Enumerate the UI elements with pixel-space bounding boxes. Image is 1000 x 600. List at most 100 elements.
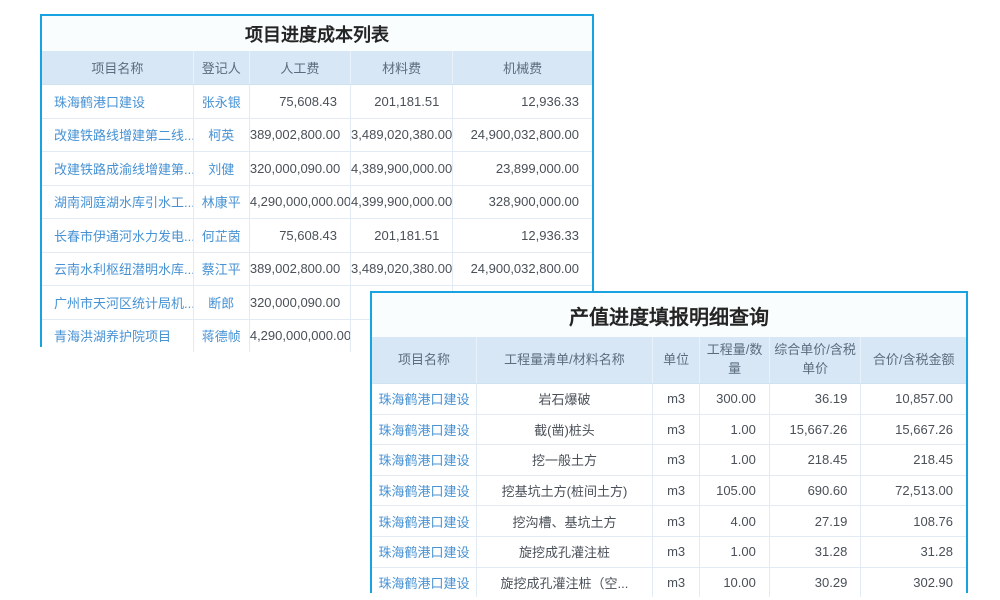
registrant-cell: 蔡江平 xyxy=(192,251,250,286)
output-table-header-row: 项目名称 工程量清单/材料名称 单位 工程量/数量 综合单价/含税单价 合价/含… xyxy=(372,337,966,384)
project-name-link[interactable]: 珠海鹤港口建设 xyxy=(372,444,477,476)
output-detail-panel: 产值进度填报明细查询 项目名称 工程量清单/材料名称 单位 工程量/数量 综合单… xyxy=(370,291,968,598)
unit-price-cell: 218.45 xyxy=(768,444,861,476)
material-fee-cell: 3,489,020,380.00 xyxy=(350,117,453,152)
output-table-row: 珠海鹤港口建设 岩石爆破 m3 300.00 36.19 10,857.00 xyxy=(372,383,966,415)
material-fee-cell: 201,181.51 xyxy=(350,218,453,252)
registrant-cell: 断郎 xyxy=(192,285,250,319)
amount-cell: 218.45 xyxy=(860,444,966,476)
amount-cell: 31.28 xyxy=(860,535,966,568)
amount-cell: 72,513.00 xyxy=(860,474,966,506)
unit-price-cell: 690.60 xyxy=(768,474,861,506)
labor-fee-cell: 389,002,800.00 xyxy=(248,251,351,286)
labor-fee-cell: 320,000,090.00 xyxy=(248,285,351,319)
output-table-row: 珠海鹤港口建设 挖沟槽、基坑土方 m3 4.00 27.19 108.76 xyxy=(372,505,966,537)
col-header-unit: 单位 xyxy=(651,337,700,384)
boq-item-cell: 挖一般土方 xyxy=(476,444,653,476)
unit-price-cell: 31.28 xyxy=(768,535,861,568)
quantity-cell: 1.00 xyxy=(699,413,770,445)
col-header-quantity: 工程量/数量 xyxy=(699,337,770,384)
registrant-cell: 何芷茵 xyxy=(192,218,250,252)
unit-cell: m3 xyxy=(651,566,700,598)
col-header-machinery-fee: 机械费 xyxy=(452,51,592,85)
boq-item-cell: 旋挖成孔灌注桩（空... xyxy=(476,566,653,598)
material-fee-cell: 201,181.51 xyxy=(350,84,453,118)
project-name-link[interactable]: 广州市天河区统计局机... xyxy=(42,285,194,319)
output-table-row: 珠海鹤港口建设 旋挖成孔灌注桩 m3 1.00 31.28 31.28 xyxy=(372,535,966,568)
unit-price-cell: 15,667.26 xyxy=(768,413,861,445)
project-name-link[interactable]: 珠海鹤港口建设 xyxy=(42,84,194,118)
quantity-cell: 105.00 xyxy=(699,474,770,506)
col-header-labor-fee: 人工费 xyxy=(248,51,351,85)
project-name-link[interactable]: 珠海鹤港口建设 xyxy=(372,566,477,598)
project-name-link[interactable]: 云南水利枢纽潜明水库... xyxy=(42,251,194,286)
labor-fee-cell: 4,290,000,000.00 xyxy=(248,184,351,219)
labor-fee-cell: 75,608.43 xyxy=(248,84,351,118)
labor-fee-cell: 389,002,800.00 xyxy=(248,117,351,152)
cost-list-title: 项目进度成本列表 xyxy=(42,16,592,51)
col-header-unit-price: 综合单价/含税单价 xyxy=(768,337,861,384)
boq-item-cell: 挖基坑土方(桩间土方) xyxy=(476,474,653,506)
output-table-row: 珠海鹤港口建设 挖基坑土方(桩间土方) m3 105.00 690.60 72,… xyxy=(372,474,966,506)
output-table-row: 珠海鹤港口建设 挖一般土方 m3 1.00 218.45 218.45 xyxy=(372,444,966,476)
col-header-amount: 合价/含税金额 xyxy=(860,337,966,384)
quantity-cell: 300.00 xyxy=(699,383,770,415)
boq-item-cell: 挖沟槽、基坑土方 xyxy=(476,505,653,537)
machinery-fee-cell: 12,936.33 xyxy=(452,218,592,252)
unit-cell: m3 xyxy=(651,444,700,476)
quantity-cell: 1.00 xyxy=(699,535,770,568)
amount-cell: 108.76 xyxy=(860,505,966,537)
col-header-boq-item: 工程量清单/材料名称 xyxy=(476,337,653,384)
project-name-link[interactable]: 青海洪湖养护院项目 xyxy=(42,318,194,352)
boq-item-cell: 截(凿)桩头 xyxy=(476,413,653,445)
project-name-link[interactable]: 改建铁路成渝线增建第... xyxy=(42,151,194,185)
unit-cell: m3 xyxy=(651,505,700,537)
material-fee-cell: 4,389,900,000.00 xyxy=(350,151,453,185)
col-header-project-name: 项目名称 xyxy=(42,51,194,85)
project-name-link[interactable]: 珠海鹤港口建设 xyxy=(372,413,477,445)
labor-fee-cell: 75,608.43 xyxy=(248,218,351,252)
cost-table-row: 云南水利枢纽潜明水库... 蔡江平 389,002,800.00 3,489,0… xyxy=(42,251,592,286)
project-name-link[interactable]: 改建铁路线增建第二线... xyxy=(42,117,194,152)
col-header-project-name: 项目名称 xyxy=(372,337,477,384)
quantity-cell: 1.00 xyxy=(699,444,770,476)
unit-cell: m3 xyxy=(651,383,700,415)
amount-cell: 15,667.26 xyxy=(860,413,966,445)
cost-table-row: 改建铁路线增建第二线... 柯英 389,002,800.00 3,489,02… xyxy=(42,117,592,152)
cost-table-header-row: 项目名称 登记人 人工费 材料费 机械费 xyxy=(42,51,592,85)
quantity-cell: 4.00 xyxy=(699,505,770,537)
output-detail-table: 项目名称 工程量清单/材料名称 单位 工程量/数量 综合单价/含税单价 合价/含… xyxy=(372,337,966,598)
project-name-link[interactable]: 珠海鹤港口建设 xyxy=(372,505,477,537)
labor-fee-cell: 320,000,090.00 xyxy=(248,151,351,185)
cost-table-row: 改建铁路成渝线增建第... 刘健 320,000,090.00 4,389,90… xyxy=(42,151,592,185)
registrant-cell: 刘健 xyxy=(192,151,250,185)
project-name-link[interactable]: 珠海鹤港口建设 xyxy=(372,474,477,506)
output-table-row: 珠海鹤港口建设 截(凿)桩头 m3 1.00 15,667.26 15,667.… xyxy=(372,413,966,445)
unit-price-cell: 36.19 xyxy=(768,383,861,415)
cost-table-row: 珠海鹤港口建设 张永银 75,608.43 201,181.51 12,936.… xyxy=(42,84,592,118)
output-table-row: 珠海鹤港口建设 旋挖成孔灌注桩（空... m3 10.00 30.29 302.… xyxy=(372,566,966,598)
cost-table-row: 长春市伊通河水力发电... 何芷茵 75,608.43 201,181.51 1… xyxy=(42,218,592,252)
unit-cell: m3 xyxy=(651,413,700,445)
machinery-fee-cell: 23,899,000.00 xyxy=(452,151,592,185)
project-name-link[interactable]: 珠海鹤港口建设 xyxy=(372,383,477,415)
amount-cell: 302.90 xyxy=(860,566,966,598)
quantity-cell: 10.00 xyxy=(699,566,770,598)
labor-fee-cell: 4,290,000,000.00 xyxy=(248,318,351,352)
project-name-link[interactable]: 珠海鹤港口建设 xyxy=(372,535,477,568)
cost-table-row: 湖南洞庭湖水库引水工... 林康平 4,290,000,000.00 4,399… xyxy=(42,184,592,219)
unit-cell: m3 xyxy=(651,474,700,506)
unit-price-cell: 27.19 xyxy=(768,505,861,537)
unit-price-cell: 30.29 xyxy=(768,566,861,598)
registrant-cell: 柯英 xyxy=(192,117,250,152)
machinery-fee-cell: 24,900,032,800.00 xyxy=(452,117,592,152)
registrant-cell: 蒋德帧 xyxy=(192,318,250,352)
machinery-fee-cell: 12,936.33 xyxy=(452,84,592,118)
col-header-material-fee: 材料费 xyxy=(350,51,453,85)
project-name-link[interactable]: 长春市伊通河水力发电... xyxy=(42,218,194,252)
project-name-link[interactable]: 湖南洞庭湖水库引水工... xyxy=(42,184,194,219)
unit-cell: m3 xyxy=(651,535,700,568)
col-header-registrant: 登记人 xyxy=(192,51,250,85)
material-fee-cell: 4,399,900,000.00 xyxy=(350,184,453,219)
cost-table: 项目名称 登记人 人工费 材料费 机械费 珠海鹤港口建设 张永银 75,608.… xyxy=(42,51,592,352)
